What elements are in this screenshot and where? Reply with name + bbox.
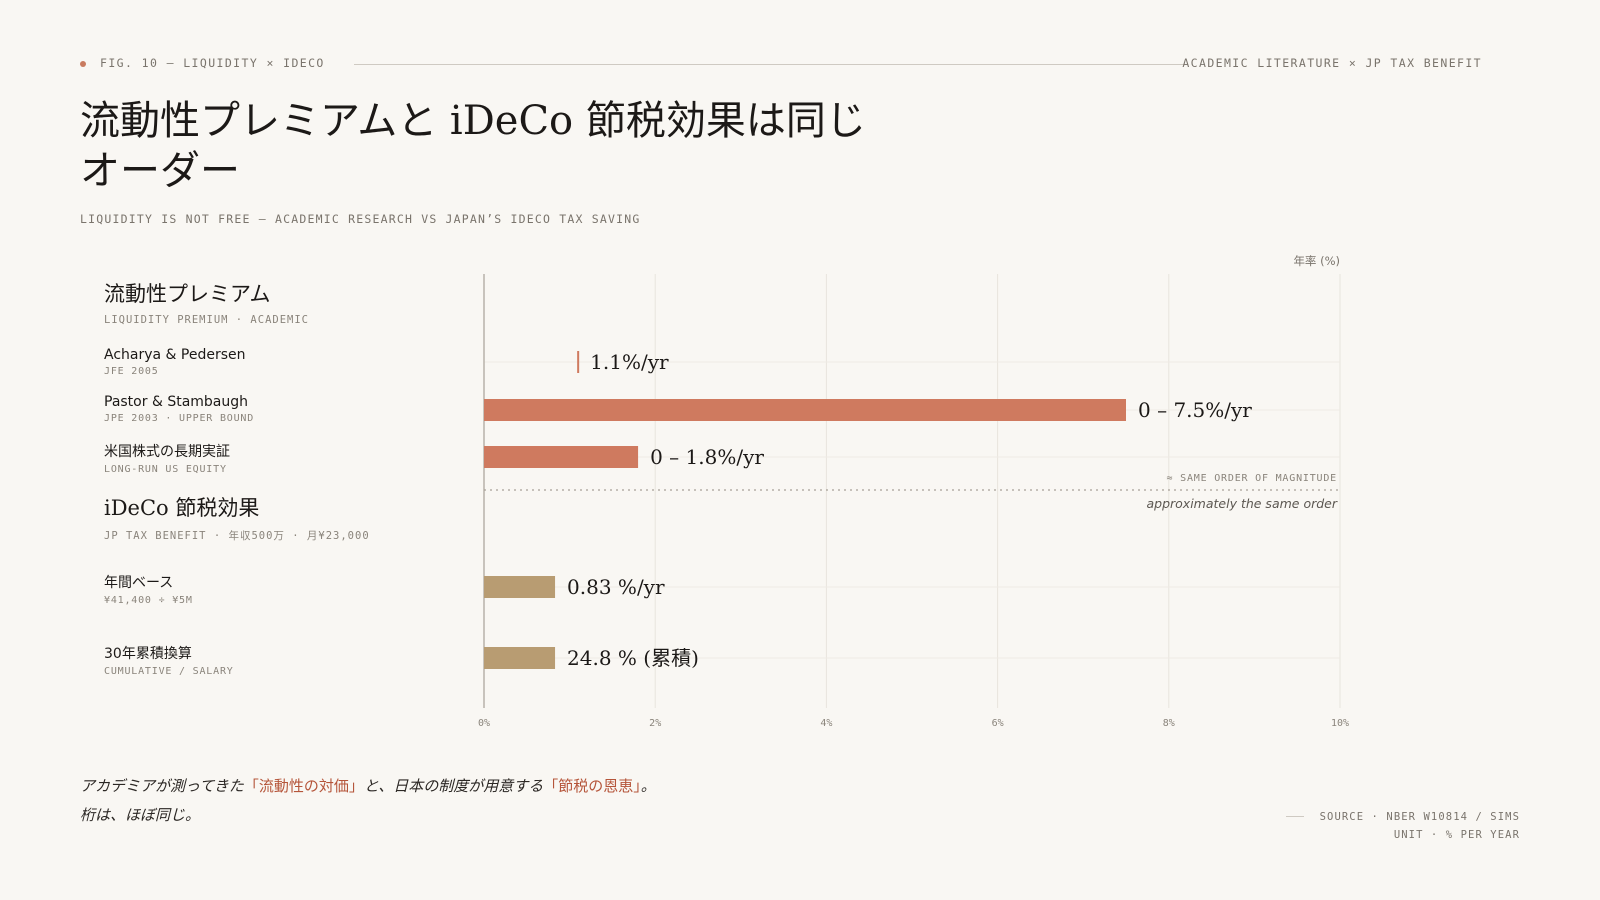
x-tick-label: 8% bbox=[1163, 718, 1175, 729]
source-line: SOURCE · NBER W10814 / SIMS bbox=[1319, 811, 1520, 823]
bar bbox=[484, 576, 556, 598]
figure-label: FIG. 10 — LIQUIDITY × IDECO bbox=[100, 56, 325, 70]
caption-text: と、日本の制度が用意する bbox=[363, 777, 544, 795]
row-label-pastor: Pastor & Stambaugh JPE 2003 · UPPER BOUN… bbox=[104, 394, 254, 424]
x-tick-label: 6% bbox=[992, 718, 1004, 729]
row-title: Acharya & Pedersen bbox=[104, 347, 246, 363]
row-label-annual: 年間ベース ¥41,400 ÷ ¥5M bbox=[104, 572, 193, 606]
row-subtitle: CUMULATIVE / SALARY bbox=[104, 666, 234, 677]
row-subtitle: LONG-RUN US EQUITY bbox=[104, 464, 227, 475]
unit-label: 年率 (%) bbox=[1293, 254, 1340, 268]
section-tax-title: iDeCo 節税効果 bbox=[104, 496, 260, 520]
row-title: 年間ベース bbox=[104, 575, 174, 591]
row-subtitle: JFE 2005 bbox=[104, 366, 159, 377]
bar bbox=[484, 446, 639, 468]
source-rule bbox=[1286, 816, 1304, 817]
row-subtitle: JPE 2003 · UPPER BOUND bbox=[104, 413, 255, 424]
data-label: 0 – 7.5%/yr bbox=[1138, 398, 1252, 422]
data-label: 24.8 % (累積) bbox=[567, 646, 699, 670]
x-tick-label: 10% bbox=[1331, 718, 1349, 729]
page-title: 流動性プレミアムと iDeCo 節税効果は同じオーダー bbox=[80, 98, 866, 194]
x-tick-label: 2% bbox=[649, 718, 661, 729]
annotation-note: approximately the same order bbox=[1146, 496, 1337, 511]
source-note: SOURCE · NBER W10814 / SIMS UNIT · % PER… bbox=[1320, 808, 1520, 844]
figure-header: FIG. 10 — LIQUIDITY × IDECO ACADEMIC LIT… bbox=[80, 54, 1482, 74]
section-tax-subtitle: JP TAX BENEFIT · 年収500万 · 月¥23,000 bbox=[104, 530, 370, 542]
data-label: 0 – 1.8%/yr bbox=[650, 445, 764, 469]
annotation-tag: ≈ SAME ORDER OF MAGNITUDE bbox=[1166, 473, 1337, 484]
caption-line-1: アカデミアが測ってきた「流動性の対価」と、日本の制度が用意する「節税の恩恵」。 bbox=[80, 772, 656, 801]
x-tick-label: 0% bbox=[478, 718, 490, 729]
row-title: 30年累積換算 bbox=[104, 646, 192, 662]
row-label-us-equity: 米国株式の長期実証 LONG-RUN US EQUITY bbox=[104, 441, 230, 475]
caption-line-2: 桁は、ほぼ同じ。 bbox=[80, 806, 201, 824]
section-tax: iDeCo 節税効果 JP TAX BENEFIT · 年収500万 · 月¥2… bbox=[104, 492, 370, 543]
figure-marker-dot bbox=[80, 61, 86, 67]
caption-text: 。 bbox=[640, 777, 656, 795]
header-topic: ACADEMIC LITERATURE × JP TAX BENEFIT bbox=[1182, 56, 1482, 70]
data-label: 1.1%/yr bbox=[590, 350, 669, 374]
x-tick-label: 4% bbox=[820, 718, 832, 729]
caption-highlight-liquidity: 「流動性の対価」 bbox=[243, 777, 364, 795]
section-academic: 流動性プレミアム LIQUIDITY PREMIUM · ACADEMIC bbox=[104, 278, 309, 326]
section-academic-subtitle: LIQUIDITY PREMIUM · ACADEMIC bbox=[104, 314, 310, 326]
row-label-cumulative: 30年累積換算 CUMULATIVE / SALARY bbox=[104, 643, 234, 677]
bar bbox=[484, 399, 1126, 421]
row-title: Pastor & Stambaugh bbox=[104, 394, 249, 410]
page-subtitle: LIQUIDITY IS NOT FREE — ACADEMIC RESEARC… bbox=[80, 212, 641, 226]
header-rule bbox=[354, 64, 1188, 65]
bar bbox=[484, 647, 556, 669]
row-label-acharya: Acharya & Pedersen JFE 2005 bbox=[104, 347, 246, 377]
section-academic-title: 流動性プレミアム bbox=[104, 282, 271, 306]
caption: アカデミアが測ってきた「流動性の対価」と、日本の制度が用意する「節税の恩恵」。 … bbox=[80, 772, 656, 830]
data-label: 0.83 %/yr bbox=[567, 575, 665, 599]
row-subtitle: ¥41,400 ÷ ¥5M bbox=[104, 595, 193, 606]
unit-line: UNIT · % PER YEAR bbox=[1393, 829, 1520, 841]
caption-highlight-tax: 「節税の恩恵」 bbox=[543, 777, 641, 795]
caption-text: アカデミアが測ってきた bbox=[80, 777, 244, 795]
row-title: 米国株式の長期実証 bbox=[104, 444, 230, 460]
